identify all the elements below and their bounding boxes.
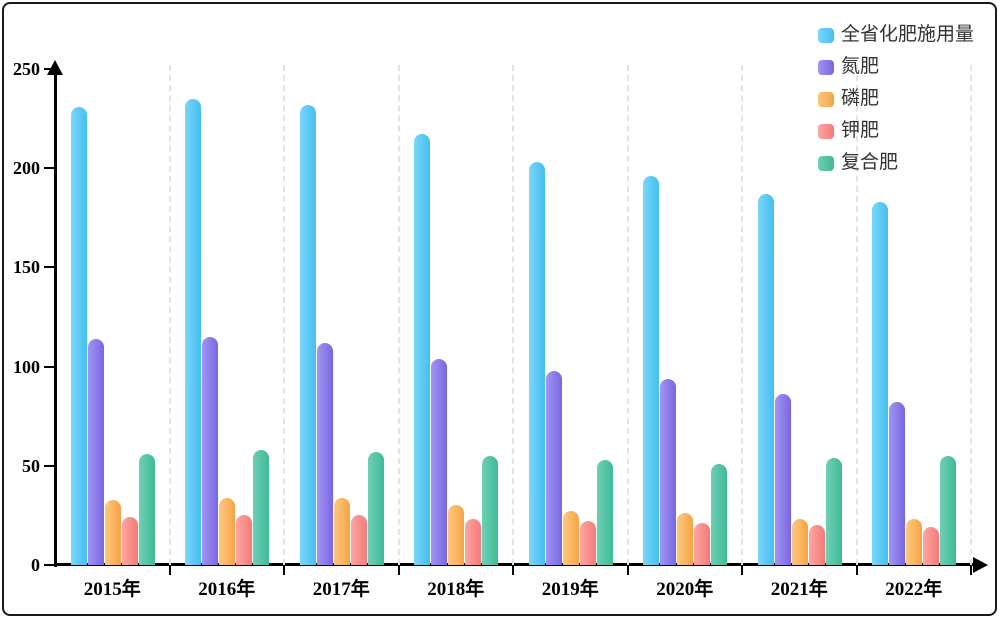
y-axis-line [54, 70, 57, 567]
legend-label: 全省化肥施用量 [841, 24, 975, 45]
x-axis-category-label: 2021年 [770, 579, 828, 600]
y-axis-tick [44, 68, 54, 70]
y-axis-tick-label: 150 [13, 257, 40, 278]
bar-氮肥-2018年 [431, 358, 448, 565]
bar-氮肥-2017年 [316, 342, 333, 565]
legend-swatch-icon [818, 27, 834, 43]
bar-全省化肥施用量-2015年 [70, 106, 87, 565]
legend-swatch-icon [818, 91, 834, 107]
bar-钾肥-2016年 [236, 515, 253, 565]
y-axis-arrow-icon [47, 60, 63, 75]
bar-全省化肥施用量-2017年 [299, 104, 316, 565]
y-axis-tick [44, 365, 54, 368]
bar-磷肥-2022年 [906, 519, 923, 565]
y-axis-tick-label: 0 [31, 555, 40, 575]
x-axis-tick [855, 566, 858, 575]
bar-复合肥-2017年 [367, 451, 384, 565]
bar-钾肥-2017年 [350, 515, 367, 565]
bar-磷肥-2016年 [219, 497, 236, 565]
bar-钾肥-2022年 [923, 527, 940, 565]
chart-legend: 全省化肥施用量 氮肥磷肥钾肥复合肥 [818, 24, 974, 184]
bar-钾肥-2019年 [579, 521, 596, 565]
bar-复合肥-2020年 [711, 463, 728, 565]
x-axis-tick [741, 566, 743, 575]
vertical-gridline [741, 65, 743, 565]
bar-钾肥-2018年 [465, 519, 482, 565]
x-axis-category-label: 2020年 [656, 579, 714, 600]
bar-全省化肥施用量-2018年 [414, 134, 431, 565]
bar-全省化肥施用量-2022年 [872, 201, 889, 565]
x-axis-arrow-icon [973, 556, 988, 573]
x-axis-line [54, 563, 976, 566]
bar-复合肥-2018年 [482, 455, 499, 565]
y-axis-tick-label: 200 [13, 158, 40, 179]
legend-item-氮肥: 氮肥 [818, 56, 974, 78]
bar-磷肥-2017年 [333, 497, 350, 565]
bar-氮肥-2021年 [774, 394, 791, 565]
x-axis-category-label: 2022年 [885, 579, 943, 600]
legend-label: 氮肥 [841, 56, 880, 77]
legend-item-复合肥: 复合肥 [818, 152, 974, 174]
bar-磷肥-2018年 [448, 505, 465, 565]
vertical-gridline [283, 65, 285, 565]
vertical-gridline [397, 65, 400, 565]
x-axis-tick [970, 566, 972, 575]
bar-全省化肥施用量-2020年 [643, 176, 660, 565]
y-axis-tick [44, 266, 54, 269]
legend-swatch-icon [818, 155, 834, 171]
y-axis-tick-label: 50 [22, 455, 40, 476]
y-axis-tick-label: 250 [13, 59, 40, 79]
bar-钾肥-2020年 [694, 523, 711, 565]
vertical-gridline [168, 65, 171, 565]
x-axis-tick [512, 566, 514, 575]
x-axis-category-label: 2018年 [427, 579, 485, 600]
y-axis-tick [44, 564, 54, 566]
vertical-gridline [855, 65, 858, 565]
bar-磷肥-2015年 [104, 499, 121, 565]
x-axis-tick [168, 566, 171, 575]
y-axis-tick [44, 167, 54, 170]
bar-钾肥-2015年 [121, 517, 138, 565]
bar-全省化肥施用量-2019年 [528, 162, 545, 565]
bar-氮肥-2019年 [545, 370, 562, 565]
legend-item-磷肥: 磷肥 [818, 88, 974, 110]
x-axis-category-label: 2016年 [198, 579, 256, 600]
bar-复合肥-2016年 [253, 449, 270, 565]
legend-label: 复合肥 [841, 152, 899, 173]
bar-磷肥-2020年 [677, 513, 694, 565]
bar-磷肥-2019年 [562, 511, 579, 565]
legend-swatch-icon [818, 59, 834, 75]
legend-item-钾肥: 钾肥 [818, 120, 974, 142]
legend-label: 磷肥 [841, 88, 880, 109]
vertical-gridline [970, 65, 972, 565]
bar-钾肥-2021年 [808, 525, 825, 565]
bar-复合肥-2019年 [596, 459, 613, 565]
bar-复合肥-2021年 [825, 457, 842, 565]
vertical-gridline [626, 65, 629, 565]
x-axis-category-label: 2019年 [541, 579, 599, 600]
bar-氮肥-2015年 [87, 338, 104, 565]
x-axis-category-label: 2015年 [83, 579, 141, 600]
bar-氮肥-2022年 [889, 402, 906, 565]
y-axis-tick-label: 100 [13, 356, 40, 377]
bar-全省化肥施用量-2016年 [185, 98, 202, 565]
bar-复合肥-2015年 [138, 453, 155, 565]
bar-复合肥-2022年 [940, 455, 957, 565]
bar-磷肥-2021年 [791, 519, 808, 565]
legend-label: 钾肥 [841, 120, 880, 141]
bar-氮肥-2016年 [202, 336, 219, 565]
x-axis-tick [283, 566, 285, 575]
x-axis-category-label: 2017年 [312, 579, 370, 600]
x-axis-tick [397, 566, 400, 575]
vertical-gridline [512, 65, 514, 565]
legend-swatch-icon [818, 123, 834, 139]
y-axis-tick [44, 464, 54, 467]
x-axis-tick [626, 566, 629, 575]
bar-全省化肥施用量-2021年 [757, 193, 774, 565]
bar-氮肥-2020年 [660, 378, 677, 565]
legend-item-全省化肥施用量: 全省化肥施用量 [818, 24, 974, 46]
